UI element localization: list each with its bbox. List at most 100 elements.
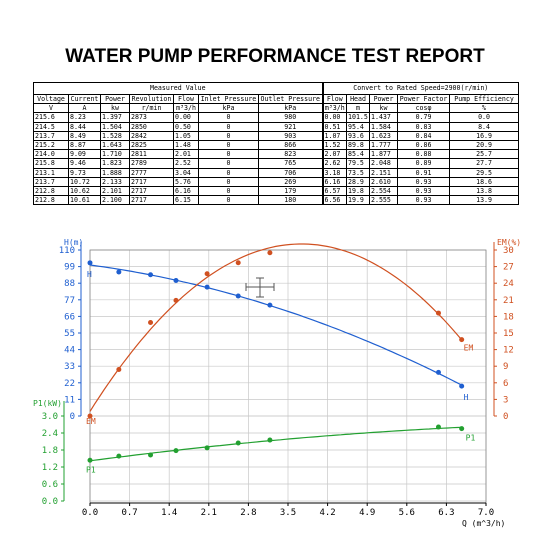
power-point — [148, 452, 154, 458]
efficiency-point — [267, 250, 273, 256]
power-tick-label: 1.2 — [42, 463, 58, 473]
power-curve — [89, 426, 462, 462]
head-tick-label: 55 — [64, 329, 75, 339]
table-cell: 921 — [257, 121, 324, 132]
table-cell: 0.89 — [397, 158, 451, 169]
unit-cell: kw — [369, 103, 399, 114]
table-cell: 1.877 — [369, 149, 399, 160]
efficiency-tick-label: 15 — [503, 329, 514, 339]
table-cell: 2811 — [129, 149, 174, 160]
table-cell: 1.623 — [369, 130, 399, 142]
table-cell: 2717 — [129, 176, 174, 188]
table-cell: 3.18 — [322, 167, 348, 178]
table-cell: 5.76 — [173, 176, 199, 188]
head-axis-label: H(m) — [64, 238, 83, 247]
table-cell: 25.7 — [449, 149, 520, 160]
table-cell: 0.0 — [449, 112, 520, 123]
table-cell: 2.01 — [173, 149, 199, 160]
table-cell: 8.23 — [68, 112, 101, 123]
table-cell: 8.44 — [68, 121, 101, 132]
table-row: 212.8 10.61 2.100 2717 6.15 0 180 6.56 19.9 2.555… — [33, 195, 520, 206]
unit-cell: % — [449, 103, 520, 114]
x-tick-label: 4.2 — [319, 508, 335, 518]
table-cell: 0.79 — [397, 112, 451, 123]
table-cell: 215.6 — [33, 112, 69, 123]
table-cell: 10.61 — [68, 195, 101, 206]
table-cell: 823 — [257, 149, 324, 160]
table-row: 215.8 9.46 1.823 2789 2.52 0 765 2.62 79.5 2.048 0… — [33, 158, 520, 169]
crosshair-cursor — [245, 277, 275, 298]
table-cell: 180 — [257, 195, 324, 206]
head-tick-label: 66 — [64, 312, 75, 322]
column-header: Head — [346, 93, 371, 105]
table-cell: 9.46 — [68, 158, 101, 169]
x-tick-label: 3.5 — [280, 508, 296, 518]
power-tick-label: 0.6 — [42, 480, 58, 490]
head-point — [204, 284, 210, 290]
column-header: Power — [100, 93, 130, 105]
efficiency-tick-label: 24 — [503, 279, 514, 289]
x-tick-label: 5.6 — [399, 508, 415, 518]
table-cell: 269 — [257, 176, 324, 188]
table-cell: 0.93 — [397, 195, 451, 206]
power-point — [204, 445, 210, 451]
table-cell: 0.51 — [322, 121, 348, 132]
table-cell: 2.62 — [322, 158, 348, 169]
table-cell: 8.4 — [449, 121, 520, 132]
table-cell: 18.6 — [449, 176, 520, 188]
efficiency-tick-label: 6 — [503, 379, 508, 389]
x-tick-label: 2.1 — [201, 508, 217, 518]
table-cell: 1.52 — [322, 140, 348, 151]
table-cell: 89.8 — [346, 140, 371, 151]
table-cell: 2.100 — [100, 195, 130, 206]
table-cell: 0 — [198, 121, 259, 132]
table-cell: 3.04 — [173, 167, 199, 178]
unit-cell: cosφ — [397, 103, 451, 114]
head-point — [435, 369, 441, 375]
table-cell: 8.49 — [68, 130, 101, 142]
efficiency-tick-label: 12 — [503, 346, 514, 356]
table-cell: 93.6 — [346, 130, 371, 142]
table-cell: 1.528 — [100, 130, 130, 142]
table-cell: 0 — [198, 112, 259, 123]
head-tick-label: 99 — [64, 263, 75, 273]
head-point — [173, 277, 179, 283]
table-row: 215.2 8.87 1.643 2825 1.48 0 866 1.52 89.8 1.777 0… — [33, 140, 520, 151]
table-cell: 1.397 — [100, 112, 130, 123]
table-cell: 0.93 — [397, 176, 451, 188]
efficiency-point — [148, 319, 154, 325]
x-tick-label: 0.7 — [121, 508, 137, 518]
head-point — [148, 272, 154, 278]
table-cell: 215.2 — [33, 140, 69, 151]
column-header: Pump Efficiency — [449, 93, 520, 105]
unit-cell: kPa — [198, 103, 259, 114]
table-cell: 1.888 — [100, 167, 130, 178]
table-cell: 8.87 — [68, 140, 101, 151]
table-cell: 19.8 — [346, 186, 371, 197]
chart-series: H H EM EM P1 P1 — [86, 243, 475, 474]
unit-cell: A — [68, 103, 101, 114]
table-cell: 2.048 — [369, 158, 399, 169]
power-series-label: P1 — [86, 465, 96, 474]
table-cell: 866 — [257, 140, 324, 151]
table-cell: 0 — [198, 176, 259, 188]
column-header-row: Voltage Current Power Revolution Flow Inlet P… — [33, 93, 520, 105]
table-cell: 706 — [257, 167, 324, 178]
table-row: 212.8 10.62 2.101 2717 6.16 0 179 6.57 19.8 2.554… — [33, 186, 520, 197]
table-cell: 2842 — [129, 130, 174, 142]
head-tick-label: 88 — [64, 279, 75, 289]
table-cell: 0.83 — [397, 121, 451, 132]
table-cell: 213.7 — [33, 176, 69, 188]
table-cell: 6.56 — [322, 195, 348, 206]
table-cell: 1.437 — [369, 112, 399, 123]
table-cell: 2.133 — [100, 176, 130, 188]
table-cell: 6.16 — [322, 176, 348, 188]
table-cell: 214.5 — [33, 121, 69, 132]
table-cell: 2.554 — [369, 186, 399, 197]
x-tick-label: 0.0 — [82, 508, 98, 518]
column-header: Inlet Pressure — [198, 93, 259, 105]
table-cell: 9.09 — [68, 149, 101, 160]
efficiency-tick-label: 30 — [503, 246, 514, 256]
